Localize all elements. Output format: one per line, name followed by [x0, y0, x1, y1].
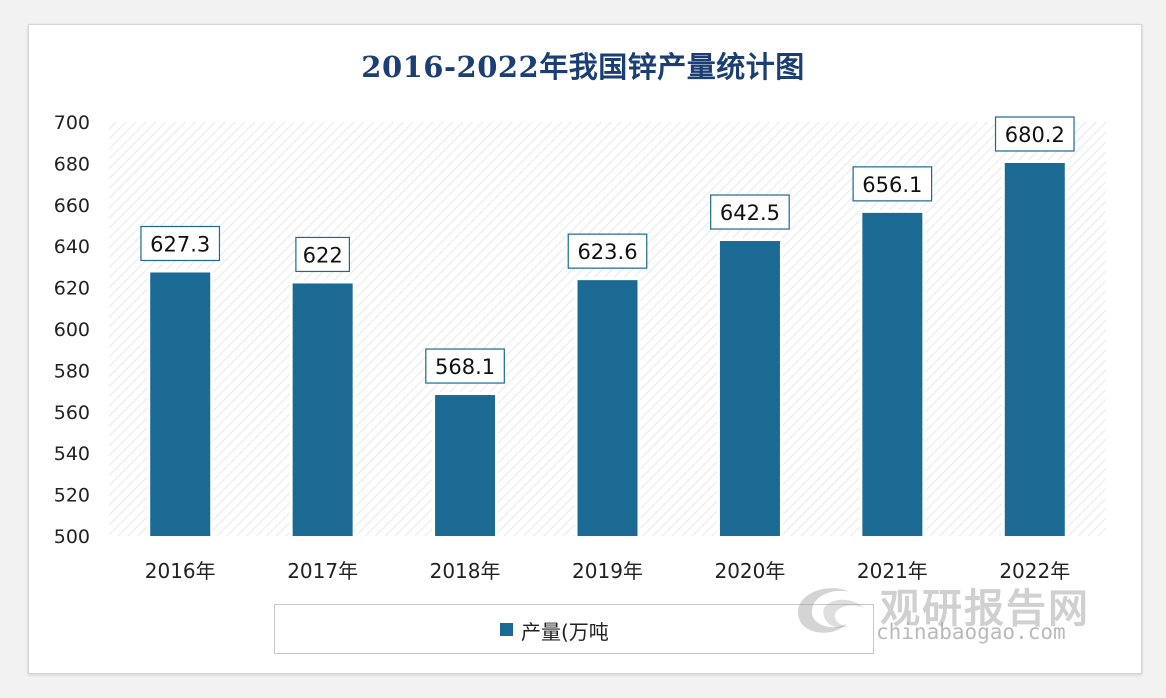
bar: [578, 280, 638, 536]
x-tick-label: 2021年: [857, 559, 928, 583]
x-tick-label: 2018年: [430, 559, 501, 583]
bar: [1005, 163, 1065, 536]
legend-swatch: [500, 623, 513, 636]
x-tick-label: 2022年: [999, 559, 1070, 583]
x-tick-label: 2017年: [287, 559, 358, 583]
legend: 产量(万吨: [274, 604, 874, 654]
bar: [293, 283, 353, 536]
bar: [720, 241, 780, 536]
legend-label: 产量(万吨: [521, 616, 609, 645]
data-label: 680.2: [1005, 123, 1065, 147]
data-label: 568.1: [435, 355, 495, 379]
bar: [150, 272, 210, 536]
x-tick-label: 2019年: [572, 559, 643, 583]
y-tick-label: 620: [54, 278, 90, 300]
y-tick-label: 660: [54, 195, 90, 217]
y-tick-label: 500: [54, 526, 90, 548]
x-tick-label: 2020年: [714, 559, 785, 583]
y-tick-label: 580: [54, 360, 90, 382]
data-label: 622: [303, 243, 343, 267]
y-tick-label: 680: [54, 153, 90, 175]
data-label: 656.1: [862, 173, 922, 197]
y-tick-label: 640: [54, 236, 90, 258]
y-tick-label: 520: [54, 485, 90, 507]
bar: [435, 395, 495, 536]
y-tick-label: 600: [54, 319, 90, 341]
bar: [862, 213, 922, 536]
y-tick-label: 700: [54, 112, 90, 134]
data-label: 642.5: [720, 201, 780, 225]
x-tick-label: 2016年: [145, 559, 216, 583]
data-label: 623.6: [577, 240, 637, 264]
y-tick-label: 540: [54, 443, 90, 465]
y-tick-label: 560: [54, 402, 90, 424]
data-label: 627.3: [150, 232, 210, 256]
